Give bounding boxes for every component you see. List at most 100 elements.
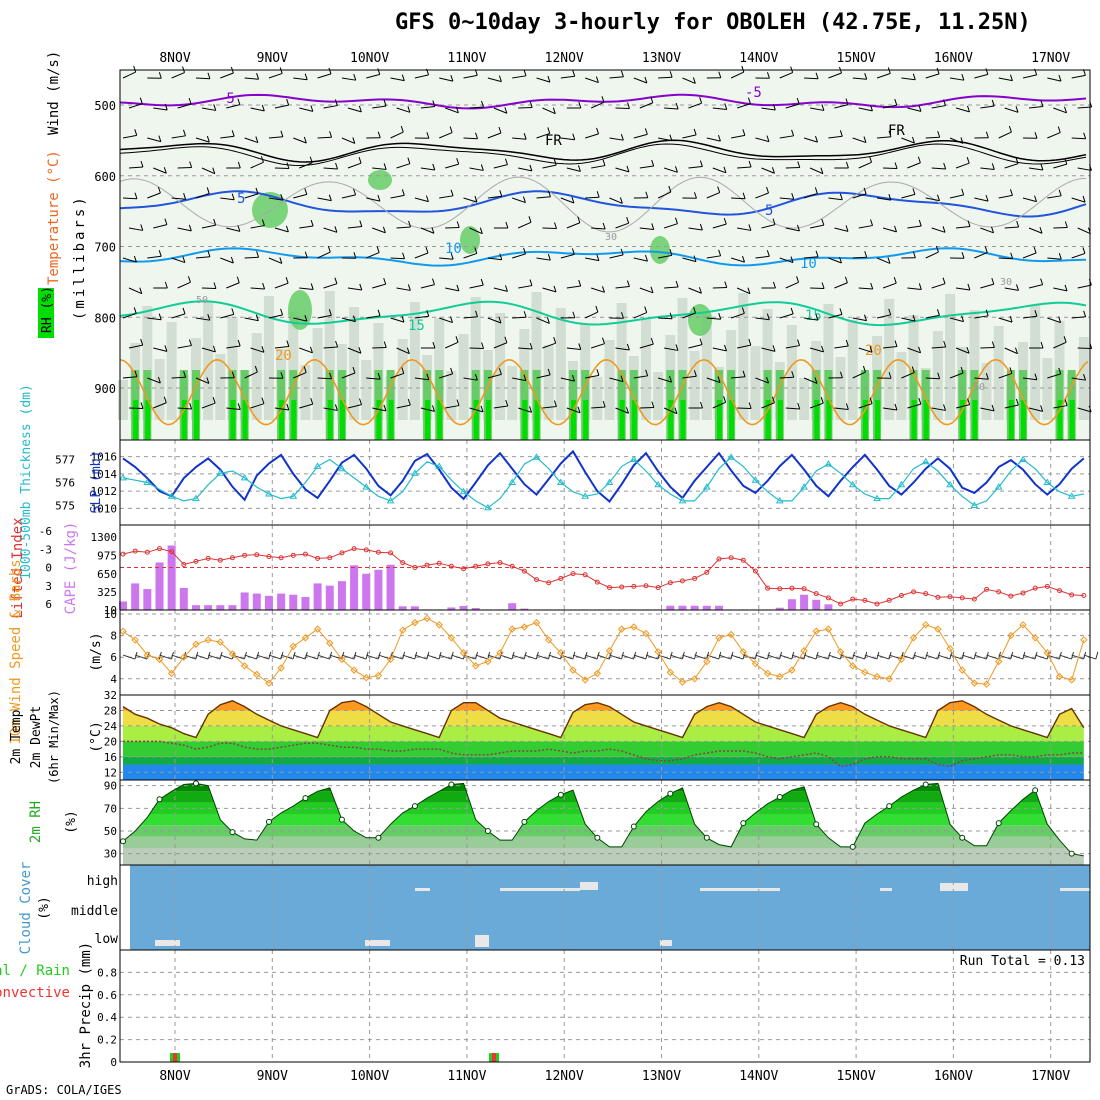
wind-barb-flag bbox=[844, 276, 848, 283]
wind-barb-flag bbox=[523, 247, 527, 255]
wind-barb bbox=[299, 403, 313, 409]
wind-barb bbox=[445, 287, 460, 292]
wind-barb bbox=[664, 286, 679, 289]
wind-barb-flag bbox=[498, 368, 502, 375]
wind-barb bbox=[882, 227, 897, 233]
thickness-marker bbox=[143, 478, 152, 485]
wind-barb bbox=[341, 372, 356, 379]
surface-barb bbox=[475, 654, 488, 660]
surface-barb bbox=[682, 654, 695, 660]
rh-column-dark bbox=[425, 400, 431, 440]
wind-barb bbox=[1047, 257, 1062, 260]
thickness-marker bbox=[265, 490, 273, 497]
li-marker bbox=[400, 560, 406, 566]
wind-barb-flag bbox=[966, 347, 970, 354]
wind-barb bbox=[931, 167, 946, 170]
wind-barb-flag bbox=[183, 129, 186, 136]
wind-barb bbox=[317, 314, 332, 319]
wind-barb-flag bbox=[572, 311, 576, 318]
rh-column-dark bbox=[680, 400, 686, 440]
wind-barb-flag bbox=[158, 250, 162, 257]
surface-barb bbox=[706, 654, 719, 660]
wind-barb bbox=[1077, 167, 1092, 171]
wind-marker bbox=[788, 666, 796, 674]
date-label-bottom: 13NOV bbox=[642, 1069, 681, 1084]
wind-barb-flag bbox=[693, 192, 697, 199]
wind-barb-flag bbox=[991, 226, 995, 233]
surface-barb bbox=[730, 654, 744, 660]
thickness-marker bbox=[629, 455, 638, 462]
wind-barb-flag bbox=[1034, 132, 1038, 139]
wind-barb-flag bbox=[352, 366, 356, 374]
wind-barb-flag bbox=[699, 160, 703, 167]
li-marker bbox=[290, 552, 296, 558]
li-marker bbox=[473, 563, 479, 569]
contour-label: 15 bbox=[408, 318, 425, 334]
wind-barb-flag bbox=[766, 376, 769, 384]
surface-barb bbox=[1047, 654, 1060, 660]
wind-barb-flag bbox=[157, 186, 161, 194]
temp-label-2-group: 2m DewPt bbox=[29, 706, 44, 769]
wind-barb-flag bbox=[742, 255, 745, 263]
cape-bar bbox=[143, 589, 152, 610]
li-marker bbox=[984, 586, 990, 592]
wind-barb bbox=[1047, 132, 1061, 139]
thickness-marker bbox=[1043, 478, 1052, 485]
wind-marker bbox=[119, 627, 127, 635]
rh-column-gray bbox=[434, 318, 445, 420]
wind-barb-flag bbox=[966, 157, 970, 164]
wind-barb-flag bbox=[821, 345, 825, 353]
wind-barb-flag bbox=[1016, 284, 1019, 291]
wind-barb bbox=[828, 197, 843, 201]
cape-bar bbox=[277, 593, 286, 610]
wind-barb-flag bbox=[158, 72, 162, 79]
wind-barb-flag bbox=[869, 397, 873, 404]
wind-marker bbox=[557, 649, 565, 657]
wind-barb-flag bbox=[522, 196, 526, 203]
wind-barb-flag bbox=[432, 163, 436, 171]
rh-legend-group: RH (%) bbox=[38, 286, 55, 338]
rh-marker bbox=[667, 790, 674, 797]
wind-tick-label: 10 bbox=[104, 608, 117, 621]
wind-barb bbox=[226, 282, 240, 289]
wind-marker bbox=[1080, 636, 1088, 644]
li-marker bbox=[509, 563, 515, 569]
wind-barb-flag bbox=[262, 282, 266, 290]
wind-barb-flag bbox=[254, 365, 258, 373]
wind-barb bbox=[147, 192, 161, 199]
wind-barb-flag bbox=[1015, 106, 1019, 113]
wind-barb bbox=[591, 227, 606, 230]
wind-barb bbox=[688, 166, 703, 169]
wind-barb bbox=[177, 407, 192, 410]
wind-barb-flag bbox=[529, 279, 533, 286]
wind-barb bbox=[372, 105, 387, 109]
wind-barb-flag bbox=[188, 97, 192, 105]
wind-marker bbox=[472, 662, 480, 670]
wind-barb-flag bbox=[815, 72, 819, 79]
wind-tick-label: 6 bbox=[110, 651, 117, 664]
wind-barb bbox=[1077, 407, 1092, 413]
thk-tick-label: 575 bbox=[55, 500, 75, 513]
wind-barb bbox=[299, 107, 313, 112]
wind-barb-flag bbox=[432, 100, 436, 107]
wind-barb-flag bbox=[894, 98, 898, 106]
wind-barb bbox=[463, 137, 478, 140]
wind-barb-flag bbox=[353, 74, 357, 81]
wind-barb-flag bbox=[814, 187, 818, 194]
cape-bar bbox=[775, 607, 784, 610]
precip-legend-total: Total / Rain bbox=[0, 963, 70, 979]
wind-barb bbox=[1071, 377, 1086, 381]
wind-barb-flag bbox=[669, 375, 673, 383]
wind-barb-flag bbox=[189, 402, 193, 410]
surface-barb bbox=[366, 654, 379, 660]
wind-barb bbox=[925, 136, 940, 139]
wind-barb bbox=[487, 77, 502, 83]
wind-barb-flag bbox=[1058, 316, 1062, 323]
rh-blob bbox=[460, 226, 480, 254]
wind-barb-flag bbox=[261, 104, 265, 112]
cloud-patch bbox=[880, 888, 892, 891]
wind-barb-flag bbox=[432, 405, 435, 412]
li-marker bbox=[375, 549, 381, 555]
wind-barb bbox=[299, 162, 313, 169]
surface-barb bbox=[852, 654, 865, 660]
